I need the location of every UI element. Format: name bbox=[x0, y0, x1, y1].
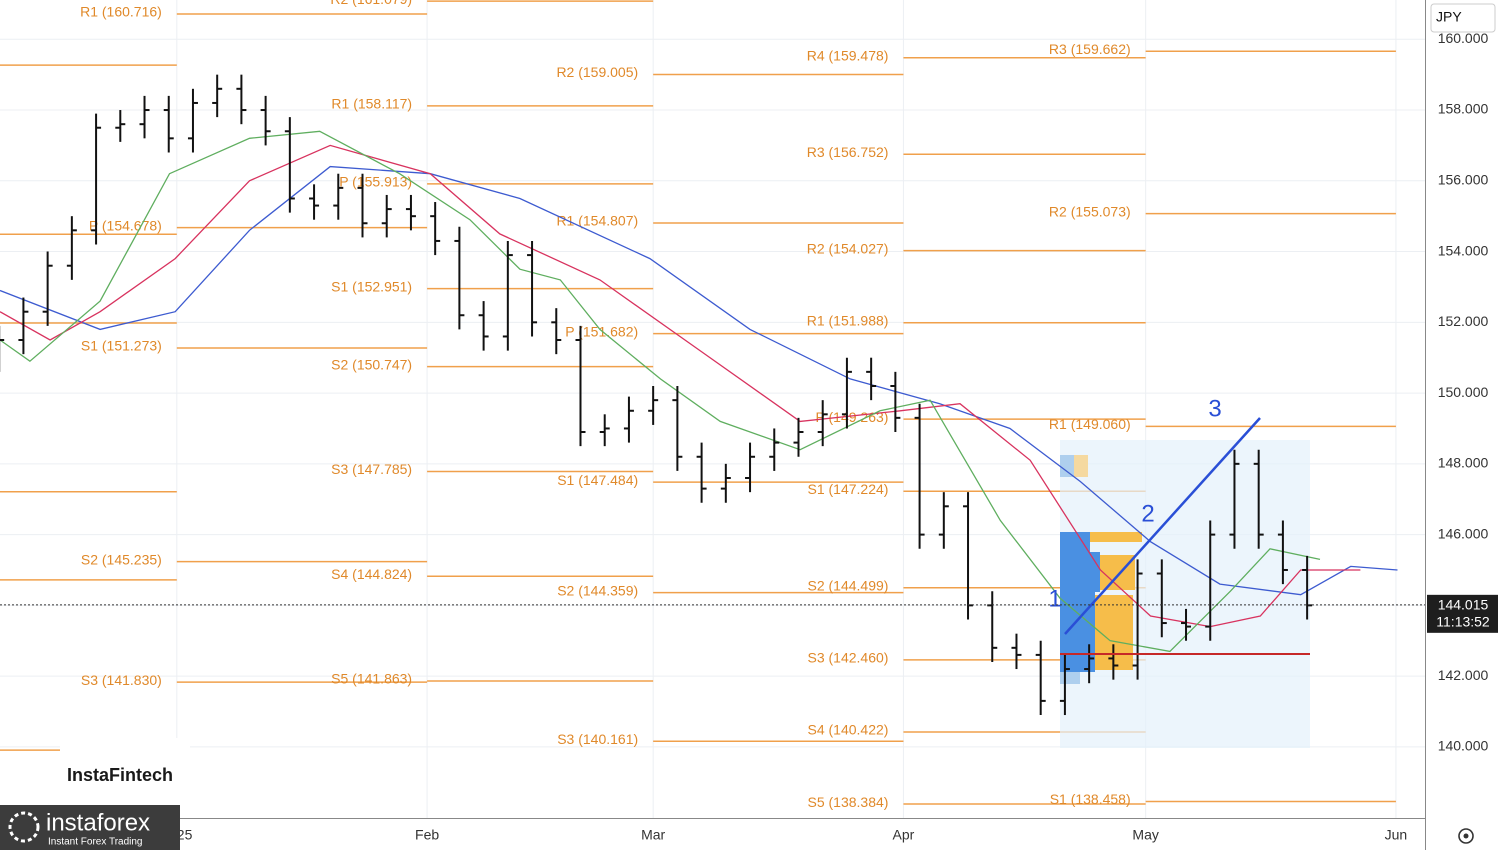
pivot-label: R1 (160.716) bbox=[80, 4, 162, 20]
settings-icon[interactable] bbox=[1458, 828, 1474, 844]
y-tick-label: 160.000 bbox=[1438, 30, 1489, 46]
brand: InstaFintech bbox=[67, 765, 173, 785]
y-tick-label: 158.000 bbox=[1438, 101, 1489, 117]
y-tick-label: 140.000 bbox=[1438, 738, 1489, 754]
pivot-label: R2 (161.079) bbox=[330, 0, 412, 7]
pivot-label: P (149.263) bbox=[816, 409, 889, 425]
pivot-label: S1 (147.484) bbox=[557, 472, 638, 488]
profile-bar bbox=[1090, 532, 1142, 542]
brand-box bbox=[60, 738, 190, 816]
moving-average bbox=[0, 144, 1361, 628]
pivot-label: S1 (152.951) bbox=[331, 278, 412, 294]
y-tick-label: 150.000 bbox=[1438, 384, 1489, 400]
pivot-label: S5 (141.863) bbox=[331, 671, 412, 687]
pivot-label: S3 (142.460) bbox=[807, 650, 888, 666]
profile-area bbox=[1060, 440, 1310, 748]
pivot-label: S3 (147.785) bbox=[331, 461, 412, 477]
pivot-label: R1 (158.117) bbox=[331, 96, 412, 112]
y-tick-label: 142.000 bbox=[1438, 667, 1489, 683]
volume-profile bbox=[1060, 440, 1310, 748]
last-price-label: 144.015 bbox=[1438, 597, 1489, 613]
pivot-label: S1 (151.273) bbox=[81, 338, 162, 354]
pivot-label: R3 (159.662) bbox=[1049, 41, 1131, 57]
pivot-label: S1 (147.224) bbox=[807, 481, 888, 497]
pivot-label: R1 (151.988) bbox=[807, 312, 889, 328]
pivot-label: P (155.913) bbox=[339, 174, 412, 190]
pivot-label: R2 (155.073) bbox=[1049, 203, 1131, 219]
pivot-label: S3 (140.161) bbox=[557, 731, 638, 747]
pivot-label: S3 (141.830) bbox=[81, 672, 162, 688]
x-tick-label: Mar bbox=[641, 827, 665, 843]
pivot-label: R3 (156.752) bbox=[807, 144, 889, 160]
pivot-label: S5 (138.384) bbox=[807, 794, 888, 810]
wave-label: 1 bbox=[1048, 585, 1061, 612]
grid bbox=[0, 0, 1425, 818]
settings-icon-dot bbox=[1463, 833, 1469, 839]
profile-bar bbox=[1100, 555, 1135, 590]
pivot-label: S1 (138.458) bbox=[1050, 791, 1131, 807]
pivot-label: S4 (140.422) bbox=[807, 722, 888, 738]
moving-averages bbox=[0, 130, 1398, 653]
pivot-label: S2 (144.499) bbox=[807, 577, 888, 593]
pivot-label: P (154.678) bbox=[89, 217, 162, 233]
y-tick-label: 154.000 bbox=[1438, 242, 1489, 258]
moving-average bbox=[0, 165, 1398, 596]
logo: instaforex bbox=[46, 809, 150, 836]
profile-bar bbox=[1060, 672, 1080, 684]
price-bars bbox=[0, 74, 1313, 716]
x-tick-label: Jun bbox=[1385, 827, 1408, 843]
wave-label: 2 bbox=[1141, 500, 1154, 527]
profile-bar bbox=[1060, 455, 1074, 477]
symbol[interactable]: JPY bbox=[1436, 9, 1462, 25]
profile-bar bbox=[1074, 455, 1088, 477]
wave-label: 3 bbox=[1208, 395, 1221, 422]
y-tick-label: 148.000 bbox=[1438, 455, 1489, 471]
last-price-box bbox=[1427, 594, 1498, 633]
y-tick-label: 152.000 bbox=[1438, 313, 1489, 329]
moving-average bbox=[0, 130, 1321, 653]
pivot-label: R2 (154.027) bbox=[807, 240, 889, 256]
axis-labels: 140.000142.000144.000146.000148.000150.0… bbox=[161, 30, 1488, 843]
countdown: 11:13:52 bbox=[1436, 614, 1490, 630]
pivot-label: R1 (149.060) bbox=[1049, 416, 1131, 432]
pivot-label: S4 (144.824) bbox=[331, 566, 412, 582]
pivot-label: R2 (159.005) bbox=[556, 64, 638, 80]
x-tick-label: Apr bbox=[893, 827, 915, 843]
profile-bar bbox=[1060, 532, 1090, 552]
symbol-box[interactable] bbox=[1430, 3, 1496, 33]
price-axis bbox=[1426, 0, 1500, 850]
pivot-label: S2 (145.235) bbox=[81, 551, 162, 567]
y-tick-label: 156.000 bbox=[1438, 171, 1489, 187]
x-tick-label: Feb bbox=[415, 827, 439, 843]
y-tick-label: 146.000 bbox=[1438, 525, 1489, 541]
logo-box bbox=[0, 805, 180, 850]
time-axis bbox=[0, 819, 1500, 850]
pivot-label: S2 (144.359) bbox=[557, 582, 638, 598]
pivot-label: S2 (150.747) bbox=[331, 356, 412, 372]
x-tick-label: May bbox=[1132, 827, 1158, 843]
logo-icon bbox=[8, 811, 40, 843]
profile-bar bbox=[1060, 552, 1100, 592]
logo-sub: Instant Forex Trading bbox=[48, 837, 143, 848]
pivot-label: R4 (159.478) bbox=[807, 47, 889, 63]
trend-line bbox=[1064, 417, 1261, 635]
